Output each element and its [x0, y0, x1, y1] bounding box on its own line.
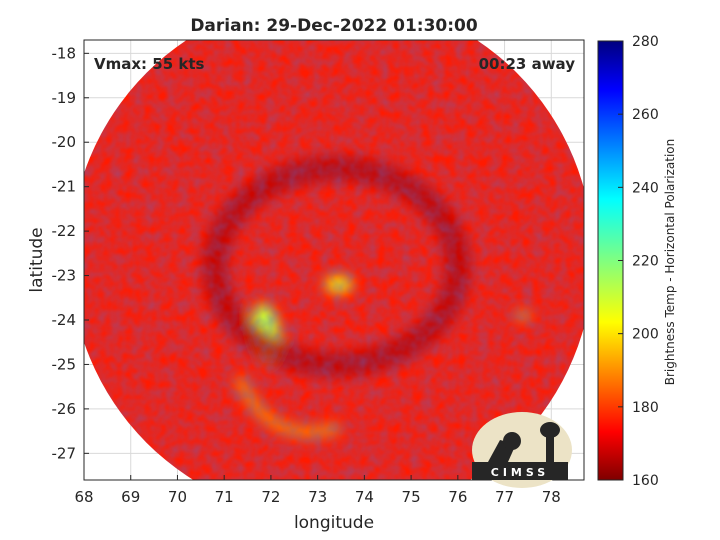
- y-tick-label: -18: [52, 44, 77, 62]
- axes-frame: [83, 39, 585, 481]
- x-tick-label: 78: [542, 488, 561, 506]
- x-tick-label: 69: [121, 488, 140, 506]
- colorbar-tick-label: 280: [632, 34, 659, 50]
- colorbar: 160 180 200 220 240 260 280 Brightness Temp - …: [597, 34, 677, 489]
- x-tick-label: 74: [355, 488, 374, 506]
- colorbar-tick-label: 220: [632, 254, 659, 270]
- y-tick-label: -25: [52, 355, 77, 373]
- colorbar-tick-label: 260: [632, 107, 659, 123]
- y-tick-label: -27: [52, 444, 77, 462]
- chart-title: Darian: 29-Dec-2022 01:30:00: [190, 16, 478, 36]
- y-axis-label: latitude: [27, 227, 47, 292]
- y-tick-label: -21: [52, 178, 77, 196]
- x-tick-label: 76: [448, 488, 467, 506]
- x-tick-label: 77: [495, 488, 514, 506]
- x-tick-label: 68: [74, 488, 93, 506]
- colorbar-ticks: 160 180 200 220 240 260 280: [618, 34, 659, 489]
- colorbar-tick-label: 180: [632, 400, 659, 416]
- time-away-annotation: 00:23 away: [479, 55, 576, 73]
- y-tick-label: -19: [52, 89, 77, 107]
- x-tick-label: 73: [308, 488, 327, 506]
- logo-text: CIMSS: [491, 466, 549, 479]
- x-axis-label: longitude: [294, 513, 374, 533]
- x-ticks: 68 69 70 71 72 73 74 75 76 77 78: [74, 475, 561, 506]
- colorbar-tick-label: 240: [632, 180, 659, 196]
- texture: [84, 40, 584, 480]
- vmax-annotation: Vmax: 55 kts: [94, 55, 204, 73]
- colorbar-tick-label: 160: [632, 473, 659, 489]
- cimss-logo: CIMSS: [472, 412, 572, 488]
- colorbar-tick-label: 200: [632, 327, 659, 343]
- y-tick-label: -23: [52, 267, 77, 285]
- y-tick-label: -20: [52, 133, 77, 151]
- y-tick-label: -22: [52, 222, 77, 240]
- data-layer: [84, 40, 584, 480]
- y-tick-label: -26: [52, 400, 77, 418]
- y-tick-label: -24: [52, 311, 77, 329]
- x-tick-label: 75: [402, 488, 421, 506]
- x-tick-label: 70: [168, 488, 187, 506]
- x-tick-label: 71: [215, 488, 234, 506]
- x-tick-label: 72: [261, 488, 280, 506]
- y-ticks: -18 -19 -20 -21 -22 -23 -24 -25 -26 -27: [52, 44, 89, 462]
- colorbar-label: Brightness Temp - Horizontal Polarizatio…: [663, 139, 677, 386]
